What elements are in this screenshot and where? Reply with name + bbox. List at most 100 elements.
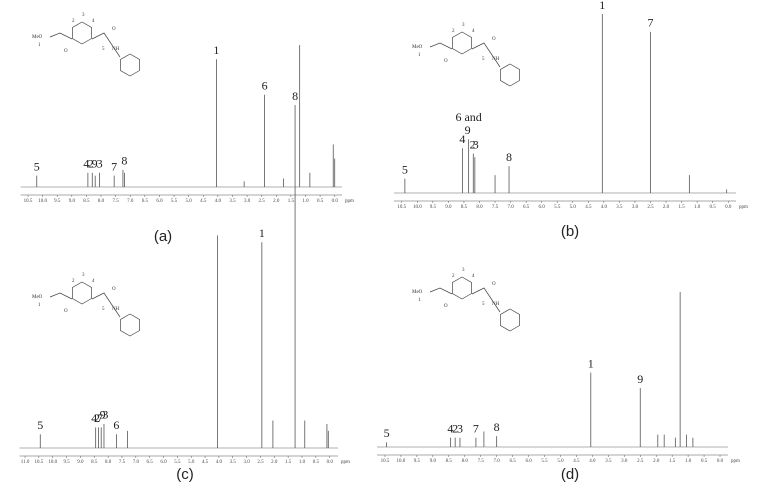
structure: MeO 1 2 3 4 5 NH O O: [32, 273, 140, 337]
peak-label: 9: [637, 372, 643, 386]
peak-label: 8: [494, 420, 500, 434]
ring: [452, 31, 472, 55]
bond: [91, 292, 121, 318]
x-tick-label: 1.0: [302, 199, 309, 204]
structure-label: 1: [38, 303, 41, 308]
x-tick-label: 6.0: [525, 459, 532, 464]
structure-label: O: [492, 37, 496, 42]
x-tick-label: 1.0: [685, 459, 692, 464]
peak-label: 2: [452, 421, 458, 435]
x-tick-label: 6.5: [142, 199, 149, 204]
x-tick-label: 3.0: [621, 459, 628, 464]
x-tick-label: 10.5: [35, 460, 44, 465]
peak-label: 8: [121, 154, 127, 168]
x-tick-label: 10.0: [48, 460, 57, 465]
structure-label: 1: [38, 43, 41, 48]
x-tick-label: 3.5: [229, 199, 236, 204]
bond: [429, 287, 453, 295]
ring: [120, 313, 140, 337]
x-tick-label: 8.5: [91, 460, 98, 465]
peak-label: 7: [111, 159, 117, 173]
structure-label: 2: [452, 29, 455, 34]
x-axis-label: ppm: [345, 199, 354, 204]
peak-label: 5: [384, 426, 390, 440]
x-tick-label: 2.0: [653, 459, 660, 464]
structure-label: 4: [472, 29, 475, 34]
x-tick-label: 0.5: [317, 199, 324, 204]
x-tick-label: 5.5: [171, 199, 178, 204]
x-tick-label: 1.0: [694, 205, 701, 210]
bond: [91, 32, 121, 58]
peak-label: 7: [473, 421, 479, 435]
x-tick-label: 10.0: [413, 205, 422, 210]
x-tick-label: 10.5: [381, 459, 390, 464]
panel-label: (b): [561, 223, 579, 240]
structure-label: 3: [82, 13, 85, 18]
x-tick-label: 3.5: [616, 205, 623, 210]
structure-label: 3: [462, 268, 465, 273]
x-tick-label: 1.5: [288, 199, 295, 204]
peak-label: 3: [102, 408, 108, 422]
peak-label: 9: [100, 408, 106, 422]
x-tick-label: 0.0: [332, 199, 339, 204]
peak-label: 1: [213, 43, 219, 57]
structure-label: MeO: [412, 290, 423, 295]
x-tick-label: 6.5: [147, 460, 154, 465]
x-tick-label: 4.5: [202, 460, 209, 465]
structure: MeO 1 2 3 4 5 NH O O: [412, 23, 520, 87]
peak-label: 6: [113, 418, 119, 432]
peak-label: 3: [457, 421, 463, 435]
structure-label: 2: [72, 19, 75, 24]
peak-label: 8: [292, 89, 298, 103]
x-tick-label: 8.0: [462, 459, 469, 464]
x-tick-label: 1.5: [669, 459, 676, 464]
x-tick-label: 0.5: [313, 460, 320, 465]
x-tick-label: 8.0: [476, 205, 483, 210]
peak-label: 4: [83, 157, 89, 171]
x-axis-label: ppm: [731, 459, 740, 464]
peak-label: 2: [88, 157, 94, 171]
x-tick-label: 2.5: [637, 459, 644, 464]
x-tick-label: 0.5: [710, 205, 717, 210]
x-tick-label: 9.5: [414, 459, 421, 464]
peak-label: 5: [37, 418, 43, 432]
structure-label: NH: [112, 307, 120, 312]
x-tick-label: 10.5: [24, 199, 33, 204]
x-tick-label: 7.0: [494, 459, 501, 464]
x-tick-label: 6.5: [509, 459, 516, 464]
x-tick-label: 8.5: [461, 205, 468, 210]
structure-label: NH: [492, 57, 500, 62]
x-tick-label: 2.0: [271, 460, 278, 465]
x-tick-label: 9.0: [77, 460, 84, 465]
peak-label: 1: [599, 0, 605, 12]
x-tick-label: 5.5: [554, 205, 561, 210]
x-tick-label: 7.0: [127, 199, 134, 204]
x-axis-label: ppm: [739, 205, 748, 210]
structure-label: O: [64, 49, 68, 54]
x-tick-label: 10.0: [397, 459, 406, 464]
peak-label: 7: [648, 16, 654, 30]
x-tick-label: 5.0: [188, 460, 195, 465]
ring: [452, 276, 472, 300]
ring: [120, 53, 140, 77]
x-tick-label: 2.0: [663, 205, 670, 210]
structure-label: 3: [82, 273, 85, 278]
peak-label: 9: [465, 123, 471, 137]
panel-label: (c): [176, 466, 194, 483]
x-tick-label: 7.5: [119, 460, 126, 465]
x-tick-label: 8.5: [446, 459, 453, 464]
structure: MeO 1 2 3 4 5 NH O O: [412, 268, 520, 332]
peak-label: 1: [259, 226, 265, 240]
x-tick-label: 7.5: [113, 199, 120, 204]
structure-label: 1: [418, 53, 421, 58]
structure-label: MeO: [412, 45, 423, 50]
structure-label: 2: [72, 279, 75, 284]
x-tick-label: 11.0: [21, 460, 30, 465]
x-tick-label: 4.5: [585, 205, 592, 210]
x-tick-label: 9.0: [69, 199, 76, 204]
bond: [429, 42, 453, 50]
structure-label: O: [492, 282, 496, 287]
structure-label: NH: [492, 302, 500, 307]
x-tick-label: 10.0: [38, 199, 47, 204]
